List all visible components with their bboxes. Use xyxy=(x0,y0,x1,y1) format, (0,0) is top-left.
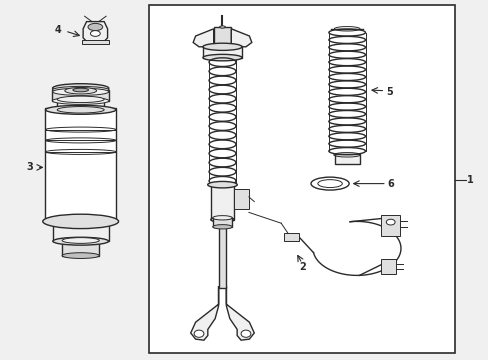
Ellipse shape xyxy=(207,181,237,188)
Ellipse shape xyxy=(52,84,108,93)
FancyBboxPatch shape xyxy=(53,220,108,241)
Ellipse shape xyxy=(57,107,104,113)
Ellipse shape xyxy=(219,26,225,28)
Ellipse shape xyxy=(52,88,108,95)
Polygon shape xyxy=(190,286,218,340)
FancyBboxPatch shape xyxy=(234,189,248,209)
Ellipse shape xyxy=(212,225,232,229)
Polygon shape xyxy=(231,29,251,47)
Polygon shape xyxy=(193,29,213,47)
Ellipse shape xyxy=(90,31,100,36)
Ellipse shape xyxy=(52,86,109,94)
FancyBboxPatch shape xyxy=(283,233,299,241)
Text: 1: 1 xyxy=(466,175,473,185)
Ellipse shape xyxy=(45,217,116,226)
FancyBboxPatch shape xyxy=(203,46,242,58)
Polygon shape xyxy=(226,286,254,340)
Ellipse shape xyxy=(43,214,118,229)
Text: 3: 3 xyxy=(26,162,33,172)
Ellipse shape xyxy=(210,217,234,222)
FancyBboxPatch shape xyxy=(81,40,109,44)
Text: 4: 4 xyxy=(54,25,61,35)
Text: 6: 6 xyxy=(387,179,394,189)
FancyBboxPatch shape xyxy=(62,240,99,256)
FancyBboxPatch shape xyxy=(381,215,399,236)
Polygon shape xyxy=(83,22,107,41)
Ellipse shape xyxy=(62,238,99,243)
Ellipse shape xyxy=(53,237,108,245)
Ellipse shape xyxy=(386,219,394,225)
Bar xyxy=(149,5,454,353)
Ellipse shape xyxy=(241,330,250,337)
Text: 2: 2 xyxy=(298,262,305,272)
Ellipse shape xyxy=(45,105,116,114)
FancyBboxPatch shape xyxy=(213,27,231,47)
Ellipse shape xyxy=(73,88,88,92)
FancyBboxPatch shape xyxy=(52,90,109,101)
Ellipse shape xyxy=(212,216,232,220)
FancyBboxPatch shape xyxy=(212,218,232,227)
Ellipse shape xyxy=(57,96,104,103)
FancyBboxPatch shape xyxy=(334,154,359,164)
Ellipse shape xyxy=(203,43,242,50)
Ellipse shape xyxy=(64,87,96,94)
FancyBboxPatch shape xyxy=(57,99,104,110)
FancyBboxPatch shape xyxy=(210,184,234,220)
FancyBboxPatch shape xyxy=(218,218,226,288)
Ellipse shape xyxy=(317,180,342,188)
FancyBboxPatch shape xyxy=(45,108,116,221)
Ellipse shape xyxy=(88,23,102,31)
Text: 5: 5 xyxy=(386,87,392,97)
Ellipse shape xyxy=(62,253,99,258)
Ellipse shape xyxy=(52,97,109,104)
Ellipse shape xyxy=(203,54,242,61)
Ellipse shape xyxy=(194,330,203,337)
FancyBboxPatch shape xyxy=(381,259,395,274)
